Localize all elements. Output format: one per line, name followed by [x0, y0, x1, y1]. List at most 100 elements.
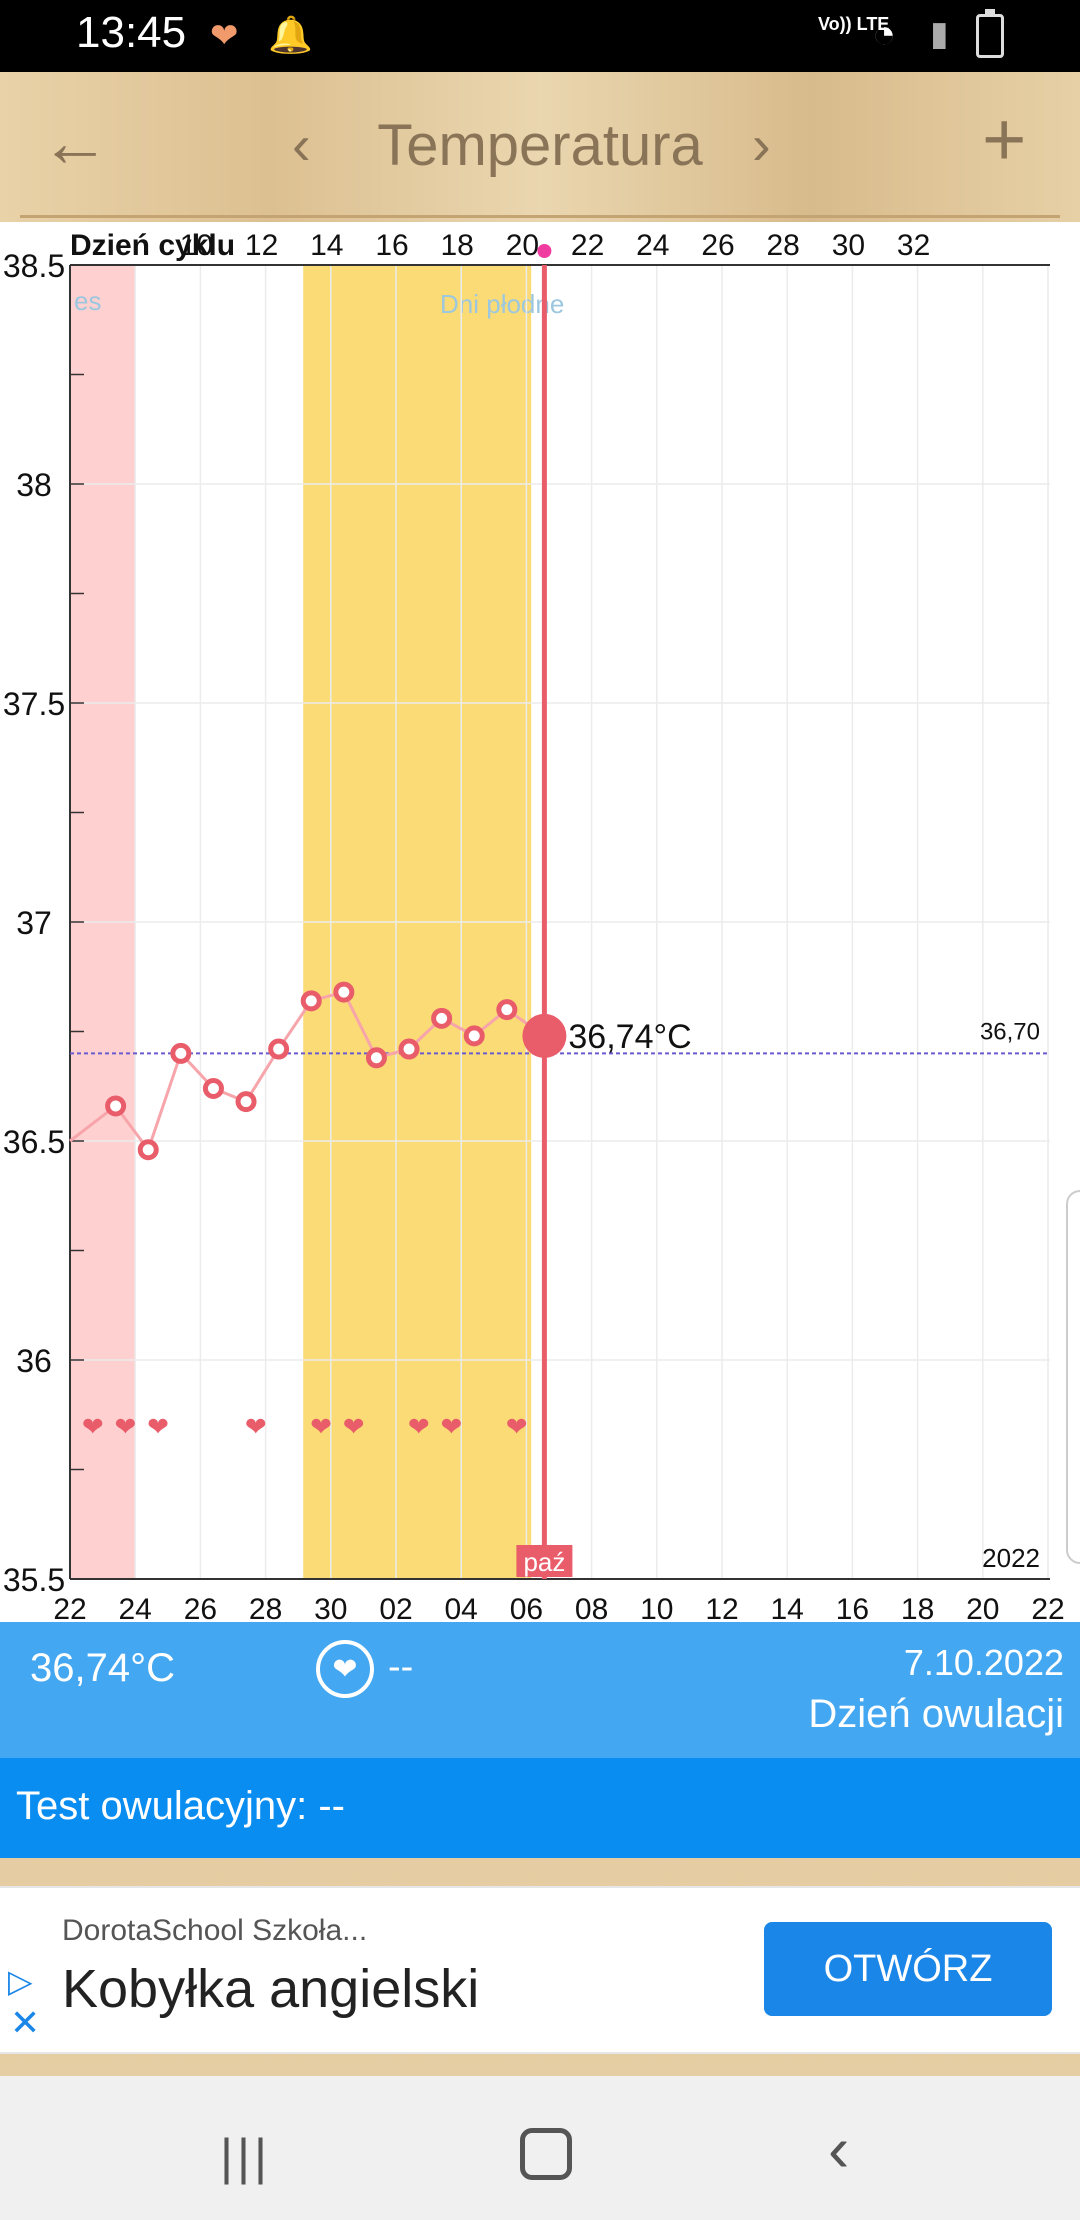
date-tick-label: 16: [836, 1593, 869, 1622]
date-tick-label: 24: [119, 1593, 152, 1622]
intercourse-heart-icon: ❤: [245, 1412, 267, 1442]
y-tick-label: 37.5: [3, 686, 65, 722]
year-label: 2022: [982, 1543, 1040, 1573]
cycle-day-tick-label: 26: [701, 229, 734, 262]
selected-temperature-label: 36,74°C: [568, 1018, 691, 1056]
y-tick-label: 38: [16, 467, 52, 503]
selected-temperature: 36,74°C: [30, 1646, 175, 1690]
y-tick-label: 37: [16, 905, 52, 941]
temperature-point: [105, 1095, 127, 1117]
y-tick-label: 36.5: [3, 1124, 65, 1160]
status-time: 13:45: [76, 8, 187, 57]
edge-panel-handle[interactable]: [1066, 1190, 1080, 1564]
cycle-day-tick-label: 30: [832, 229, 865, 262]
temperature-point: [170, 1042, 192, 1064]
selected-date: 7.10.2022: [903, 1642, 1064, 1683]
health-heart-icon: ❤: [210, 17, 239, 55]
ad-advertiser: DorotaSchool Szkoła...: [62, 1914, 368, 1947]
intercourse-heart-icon: ❤: [441, 1412, 463, 1442]
cycle-day-tick-label: 24: [636, 229, 669, 262]
page-title: Temperatura: [377, 113, 703, 178]
ad-choices-icon[interactable]: ▷: [8, 1963, 33, 1999]
toolbar-divider: [20, 215, 1060, 218]
date-tick-label: 28: [249, 1593, 282, 1622]
date-tick-label: 08: [575, 1593, 608, 1622]
cycle-day-tick-label: 14: [310, 229, 343, 262]
previous-chevron-icon[interactable]: ‹: [292, 113, 311, 176]
cycle-day-axis-label: Dzień cyklu: [70, 229, 235, 262]
cycle-day-tick-label: 32: [897, 229, 930, 262]
date-tick-label: 02: [379, 1593, 412, 1622]
y-tick-label: 36: [16, 1343, 52, 1379]
toolbar: ← ‹ Temperatura › +: [0, 72, 1080, 222]
next-chevron-icon[interactable]: ›: [752, 113, 771, 176]
selected-temperature-point: [522, 1013, 567, 1058]
temperature-point: [431, 1007, 453, 1029]
temperature-point: [268, 1038, 290, 1060]
system-navigation-bar: ||| ‹: [0, 2076, 1080, 2220]
signal-icon: ▮: [930, 15, 949, 53]
day-label: Dzień owulacji: [808, 1692, 1064, 1736]
temperature-point: [398, 1038, 420, 1060]
volte-indicator: Vo)) LTE: [818, 14, 890, 34]
period-band-label: es: [74, 286, 101, 316]
notification-bell-icon: 🔔: [268, 14, 313, 55]
date-tick-label: 26: [184, 1593, 217, 1622]
temperature-point: [496, 999, 518, 1021]
y-tick-label: 38.5: [3, 248, 65, 284]
intercourse-heart-icon: ❤: [316, 1640, 374, 1698]
cycle-day-tick-label: 28: [767, 229, 800, 262]
temperature-chart[interactable]: es Dni płodne 38.5 38 37.5 37 36.5 36 35.5 Dzień …: [0, 222, 1080, 1622]
add-plus-icon[interactable]: +: [982, 97, 1027, 182]
cycle-day-tick-label: 12: [245, 229, 278, 262]
date-tick-label: 22: [53, 1593, 86, 1622]
chart-svg: es Dni płodne38.53837.53736.53635.5Dzień …: [3, 229, 1065, 1622]
cycle-day-tick-label: 16: [375, 229, 408, 262]
date-tick-label: 22: [1031, 1593, 1064, 1622]
intercourse-value: --: [388, 1646, 414, 1688]
coverline-label: 36,70: [980, 1018, 1040, 1045]
month-marker-bg: [516, 1545, 573, 1577]
intercourse-heart-icon: ❤: [82, 1412, 104, 1442]
cycle-day-tick-label: 22: [571, 229, 604, 262]
ad-close-icon[interactable]: ✕: [10, 2002, 41, 2043]
temperature-point: [202, 1077, 224, 1099]
status-bar: 13:45 ❤ 🔔 Vo)) LTE ◔ ▮: [0, 0, 1080, 72]
date-tick-label: 04: [445, 1593, 478, 1622]
temperature-point: [463, 1025, 485, 1047]
temperature-point: [235, 1091, 257, 1113]
intercourse-heart-icon: ❤: [115, 1412, 137, 1442]
cycle-day-tick-label: 18: [441, 229, 474, 262]
date-tick-label: 20: [966, 1593, 999, 1622]
back-nav-icon[interactable]: ‹: [828, 2113, 850, 2185]
date-tick-label: 12: [705, 1593, 738, 1622]
recents-icon[interactable]: |||: [220, 2129, 271, 2185]
intercourse-heart-icon: ❤: [506, 1412, 528, 1442]
ovulation-test-panel[interactable]: Test owulacyjny: --: [0, 1758, 1080, 1858]
ad-headline[interactable]: Kobyłka angielski: [62, 1959, 480, 2019]
date-tick-label: 14: [771, 1593, 804, 1622]
selected-day-dot: [537, 244, 552, 258]
temperature-point: [333, 981, 355, 1003]
intercourse-heart-icon: ❤: [408, 1412, 430, 1442]
month-marker-label: paź: [523, 1547, 565, 1577]
back-arrow-icon[interactable]: ←: [40, 103, 110, 181]
intercourse-heart-icon: ❤: [310, 1412, 332, 1442]
date-tick-label: 30: [314, 1593, 347, 1622]
temperature-point: [365, 1047, 387, 1069]
day-info-panel[interactable]: 36,74°C ❤ -- 7.10.2022 Dzień owulacji: [0, 1622, 1080, 1758]
battery-icon: [976, 9, 1004, 58]
cycle-day-tick-label: 10: [180, 229, 213, 262]
ad-open-button[interactable]: OTWÓRZ: [764, 1922, 1052, 2016]
wifi-icon: ◔: [872, 12, 897, 56]
y-tick-label: 35.5: [3, 1562, 65, 1598]
temperature-point: [300, 990, 322, 1012]
ad-banner[interactable]: DorotaSchool Szkoła... Kobyłka angielski…: [0, 1886, 1080, 2054]
home-icon[interactable]: [520, 2128, 572, 2180]
ovulation-test-value: Test owulacyjny: --: [16, 1784, 345, 1828]
temperature-point: [137, 1139, 159, 1161]
date-tick-label: 06: [510, 1593, 543, 1622]
intercourse-heart-icon: ❤: [147, 1412, 169, 1442]
intercourse-heart-icon: ❤: [343, 1412, 365, 1442]
date-tick-label: 10: [640, 1593, 673, 1622]
